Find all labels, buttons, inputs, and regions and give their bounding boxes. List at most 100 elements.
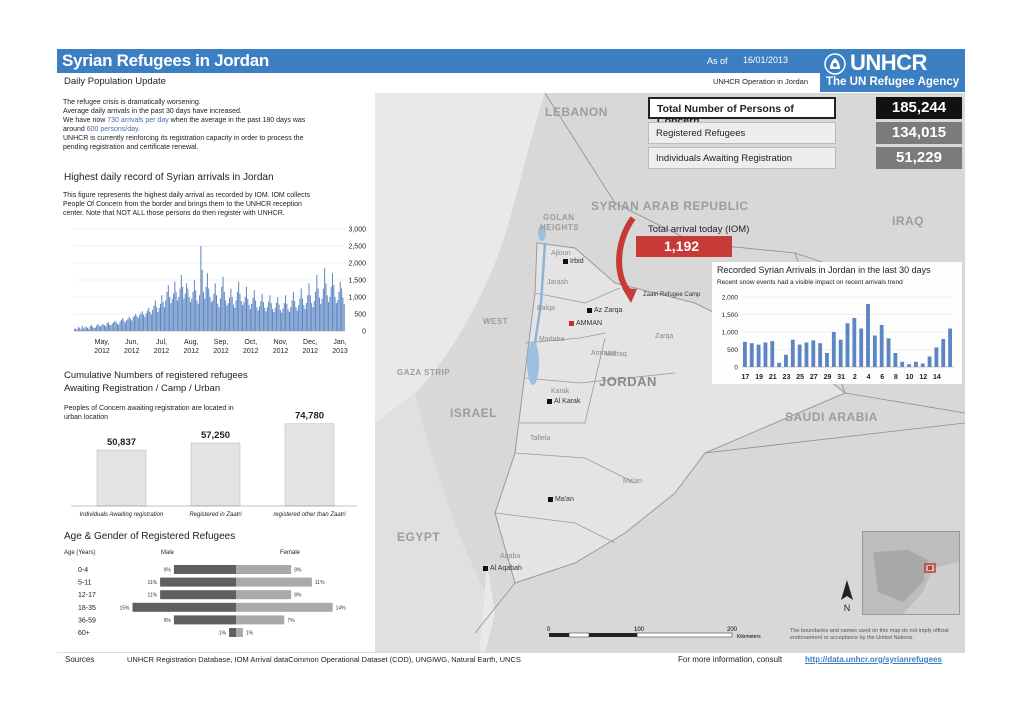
- city-irbid[interactable]: Irbid: [563, 258, 584, 265]
- intro-line: The refugee crisis is dramatically worse…: [63, 99, 201, 106]
- bar: [128, 316, 130, 331]
- bar: [114, 320, 116, 331]
- bar: [110, 325, 112, 331]
- bar: [139, 315, 141, 331]
- bar: [222, 276, 224, 331]
- cumulative-chart[interactable]: 50,837 Individuals Awaiting registration 5…: [57, 367, 372, 525]
- city-amman[interactable]: AMMAN: [569, 320, 602, 327]
- daily-arrivals-chart[interactable]: 0 500 1,000 1,500 2,000 2,500 3,000 May, 2012 Jun…: [57, 223, 372, 363]
- city-karak[interactable]: Al Karak: [547, 398, 580, 405]
- bar: [749, 343, 754, 367]
- category-label: Individuals Awaiting registration: [80, 512, 164, 518]
- page-title: Syrian Refugees in Jordan: [62, 51, 269, 70]
- bar: [197, 303, 199, 331]
- intro-text-segment: We have now: [63, 117, 108, 124]
- scale-segment: [549, 633, 569, 637]
- bar: [74, 328, 76, 331]
- scale-segment: [589, 633, 637, 637]
- bar: [140, 313, 142, 331]
- unhcr-logo[interactable]: UNHCR The UN Refugee Agency: [820, 49, 965, 92]
- bar: [206, 273, 208, 331]
- city-label: Az Zarqa: [594, 307, 623, 314]
- inset-locator-map[interactable]: [862, 531, 960, 615]
- bar: [292, 291, 294, 331]
- city-marker: [548, 496, 553, 502]
- bar: [131, 320, 133, 331]
- bar: [282, 308, 284, 331]
- x-tick-label: 6: [880, 374, 884, 381]
- stat-label: Individuals Awaiting Registration: [648, 147, 836, 169]
- country-label-saudi-arabia: SAUDI ARABIA: [785, 410, 878, 424]
- city-label: Al Aqabah: [490, 565, 522, 572]
- country-label-jordan: JORDAN: [599, 374, 657, 389]
- x-tick-label: 2012: [154, 348, 170, 355]
- city-label: Zaatri Refugee Camp: [643, 292, 701, 298]
- sources-text: UNHCR Registration Database, IOM Arrival…: [127, 655, 521, 664]
- daily-chart-title-box: Highest daily record of Syrian arrivals …: [57, 169, 288, 187]
- bar: [252, 297, 254, 331]
- bar: [170, 303, 172, 331]
- bar: [255, 300, 257, 331]
- intro-line: We have now 730 arrivals per day when th…: [63, 116, 368, 125]
- scale-bar: 0 100 200 Kilometers: [547, 627, 761, 640]
- city-maan[interactable]: Ma'an: [548, 496, 574, 503]
- recent-arrivals-chart[interactable]: 0 500 1,000 1,500 2,000 17 19 21 23 25 27 29 31 2 4 6 8 1…: [712, 262, 962, 384]
- bar: [119, 321, 121, 331]
- bar: [176, 300, 178, 331]
- bar: [243, 302, 245, 331]
- bar: [87, 327, 89, 331]
- x-tick-label: 12: [919, 374, 927, 381]
- x-tick-label: 2012: [213, 348, 229, 355]
- bar: [92, 326, 94, 331]
- bar: [264, 307, 266, 331]
- city-zaatri-camp[interactable]: Zaatri Refugee Camp: [643, 292, 700, 298]
- intro-text-segment: around: [63, 126, 87, 133]
- male-percent-label: 11%: [147, 593, 157, 599]
- city-aqaba[interactable]: Al Aqabah: [483, 565, 522, 572]
- bar: [275, 302, 277, 331]
- bar: [239, 293, 241, 331]
- scale-label: 0: [547, 627, 551, 633]
- cumulative-title-2: Awaiting Registration / Camp / Urban: [64, 383, 221, 394]
- description-line: This figure represents the highest daily…: [63, 192, 311, 199]
- stat-label: Total Number of Persons of Concern: [648, 97, 836, 127]
- bar: [230, 288, 232, 331]
- bar: [189, 302, 191, 331]
- bar: [285, 295, 287, 331]
- stat-awaiting-registration: Individuals Awaiting Registration 51,229: [648, 147, 963, 169]
- city-zarqa[interactable]: Az Zarqa: [587, 307, 622, 314]
- bar: [286, 303, 288, 331]
- more-info-label: For more information, consult: [678, 655, 783, 664]
- region-aqaba: Aqaba: [500, 553, 521, 560]
- x-tick-label: 14: [933, 374, 941, 381]
- region-karak: Karak: [551, 388, 570, 395]
- daily-chart-title: Highest daily record of Syrian arrivals …: [64, 172, 274, 183]
- today-arrival-value: 1,192: [636, 236, 732, 257]
- x-tick-label: 2012: [302, 348, 318, 355]
- female-bar: [236, 565, 292, 574]
- bar: [101, 324, 103, 331]
- region-mafraq: Mafraq: [605, 351, 627, 358]
- bar: [295, 307, 297, 331]
- logo-text: UNHCR: [850, 50, 927, 75]
- bar: [201, 269, 203, 331]
- female-column-header: Female: [280, 550, 301, 556]
- subtitle-row: Daily Population Update UNHCR Operation …: [57, 73, 820, 91]
- bar: [818, 343, 823, 367]
- highlight-arrivals: 730 arrivals per day: [107, 117, 169, 124]
- bar: [226, 305, 228, 331]
- x-tick-label: Jun,: [125, 339, 138, 346]
- age-gender-chart[interactable]: 0-4 9% 8% 5-11 11% 11% 12-17 11% 8% 18-35 15% 14% 36…: [57, 528, 372, 650]
- city-marker: [587, 307, 592, 313]
- bar: [253, 290, 255, 331]
- bar: [797, 344, 802, 367]
- bar: [213, 293, 215, 331]
- bar: [338, 291, 340, 331]
- y-tick-label: 3,000: [348, 227, 366, 234]
- country-label-egypt: EGYPT: [397, 530, 441, 544]
- bar: [274, 307, 276, 331]
- male-bar: [229, 628, 236, 637]
- bar: [261, 293, 263, 331]
- data-portal-link[interactable]: http://data.unhcr.org/syrianrefugees: [805, 655, 942, 664]
- intro-text-segment: when the average in the past 180 days wa…: [168, 117, 306, 124]
